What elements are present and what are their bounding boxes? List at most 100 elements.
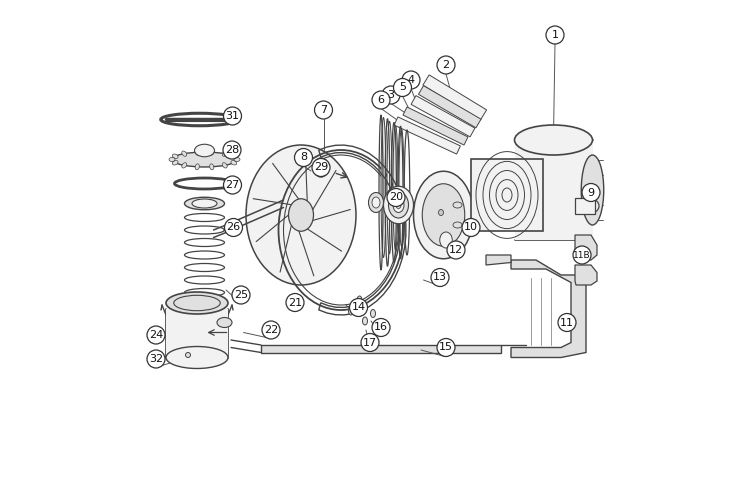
Ellipse shape — [210, 149, 214, 155]
Circle shape — [393, 78, 411, 96]
Ellipse shape — [414, 171, 474, 259]
Circle shape — [147, 326, 165, 344]
Circle shape — [382, 86, 400, 104]
Ellipse shape — [314, 158, 329, 177]
Text: 10: 10 — [464, 222, 478, 232]
Circle shape — [372, 91, 390, 109]
Ellipse shape — [231, 160, 237, 165]
Ellipse shape — [389, 192, 408, 218]
Text: 15: 15 — [439, 342, 453, 352]
Text: 2: 2 — [442, 60, 450, 70]
Circle shape — [387, 188, 405, 206]
Ellipse shape — [234, 158, 240, 162]
Ellipse shape — [453, 222, 462, 228]
Circle shape — [295, 148, 313, 166]
Ellipse shape — [231, 154, 237, 158]
Ellipse shape — [514, 125, 593, 155]
Circle shape — [573, 246, 591, 264]
Text: 7: 7 — [320, 105, 327, 115]
Polygon shape — [575, 235, 597, 260]
Ellipse shape — [210, 164, 214, 170]
Circle shape — [223, 176, 241, 194]
Polygon shape — [411, 96, 475, 137]
Text: 1: 1 — [551, 30, 559, 40]
Ellipse shape — [184, 197, 225, 210]
Ellipse shape — [166, 292, 228, 314]
Ellipse shape — [453, 202, 462, 208]
Ellipse shape — [387, 121, 392, 254]
Circle shape — [312, 158, 330, 176]
Ellipse shape — [396, 202, 401, 208]
Polygon shape — [486, 255, 511, 265]
Text: 20: 20 — [389, 192, 403, 202]
Circle shape — [232, 286, 250, 304]
Ellipse shape — [381, 118, 386, 258]
Circle shape — [437, 56, 455, 74]
Ellipse shape — [196, 164, 199, 170]
Circle shape — [262, 321, 280, 339]
Ellipse shape — [393, 125, 398, 250]
Ellipse shape — [196, 149, 199, 155]
Ellipse shape — [583, 199, 599, 213]
Text: 26: 26 — [226, 222, 241, 232]
Polygon shape — [403, 107, 468, 145]
Ellipse shape — [368, 192, 384, 212]
Text: 13: 13 — [433, 272, 447, 282]
Bar — [471, 159, 543, 231]
Ellipse shape — [182, 151, 186, 156]
Circle shape — [546, 26, 564, 44]
Polygon shape — [514, 140, 593, 240]
Bar — [575, 198, 595, 214]
Circle shape — [372, 318, 390, 336]
Ellipse shape — [371, 310, 375, 318]
Text: 3: 3 — [387, 90, 395, 100]
Text: 21: 21 — [288, 298, 302, 308]
Ellipse shape — [357, 296, 362, 304]
Ellipse shape — [166, 346, 228, 368]
Circle shape — [314, 101, 332, 119]
Circle shape — [402, 71, 420, 89]
Ellipse shape — [438, 210, 444, 216]
Circle shape — [582, 184, 600, 202]
Ellipse shape — [440, 232, 452, 248]
Ellipse shape — [217, 318, 232, 328]
Polygon shape — [166, 308, 228, 358]
Ellipse shape — [172, 154, 178, 158]
Ellipse shape — [317, 162, 326, 173]
Ellipse shape — [223, 162, 227, 168]
Ellipse shape — [192, 199, 217, 208]
Ellipse shape — [399, 128, 404, 246]
Circle shape — [361, 334, 379, 351]
Text: 25: 25 — [234, 290, 248, 300]
Circle shape — [437, 338, 455, 356]
Ellipse shape — [169, 158, 175, 162]
Polygon shape — [261, 345, 501, 352]
Text: 17: 17 — [363, 338, 377, 347]
Circle shape — [225, 218, 242, 236]
Circle shape — [223, 107, 241, 125]
Polygon shape — [575, 265, 597, 285]
Polygon shape — [418, 86, 481, 128]
Text: 28: 28 — [225, 145, 239, 155]
Ellipse shape — [372, 197, 380, 208]
Polygon shape — [423, 75, 487, 120]
Ellipse shape — [289, 198, 314, 231]
Circle shape — [447, 241, 465, 259]
Text: 24: 24 — [149, 330, 163, 340]
Circle shape — [558, 314, 576, 332]
Text: 29: 29 — [314, 162, 328, 172]
Text: 32: 32 — [149, 354, 163, 364]
Ellipse shape — [195, 144, 214, 156]
Text: 16: 16 — [374, 322, 388, 332]
Circle shape — [350, 298, 368, 316]
Ellipse shape — [581, 155, 604, 225]
Circle shape — [286, 294, 304, 312]
Circle shape — [147, 350, 165, 368]
Ellipse shape — [186, 352, 190, 358]
Circle shape — [223, 141, 241, 159]
Text: 12: 12 — [449, 245, 463, 255]
Ellipse shape — [393, 198, 404, 212]
Text: 27: 27 — [226, 180, 240, 190]
Ellipse shape — [362, 317, 368, 325]
Text: 4: 4 — [408, 75, 414, 85]
